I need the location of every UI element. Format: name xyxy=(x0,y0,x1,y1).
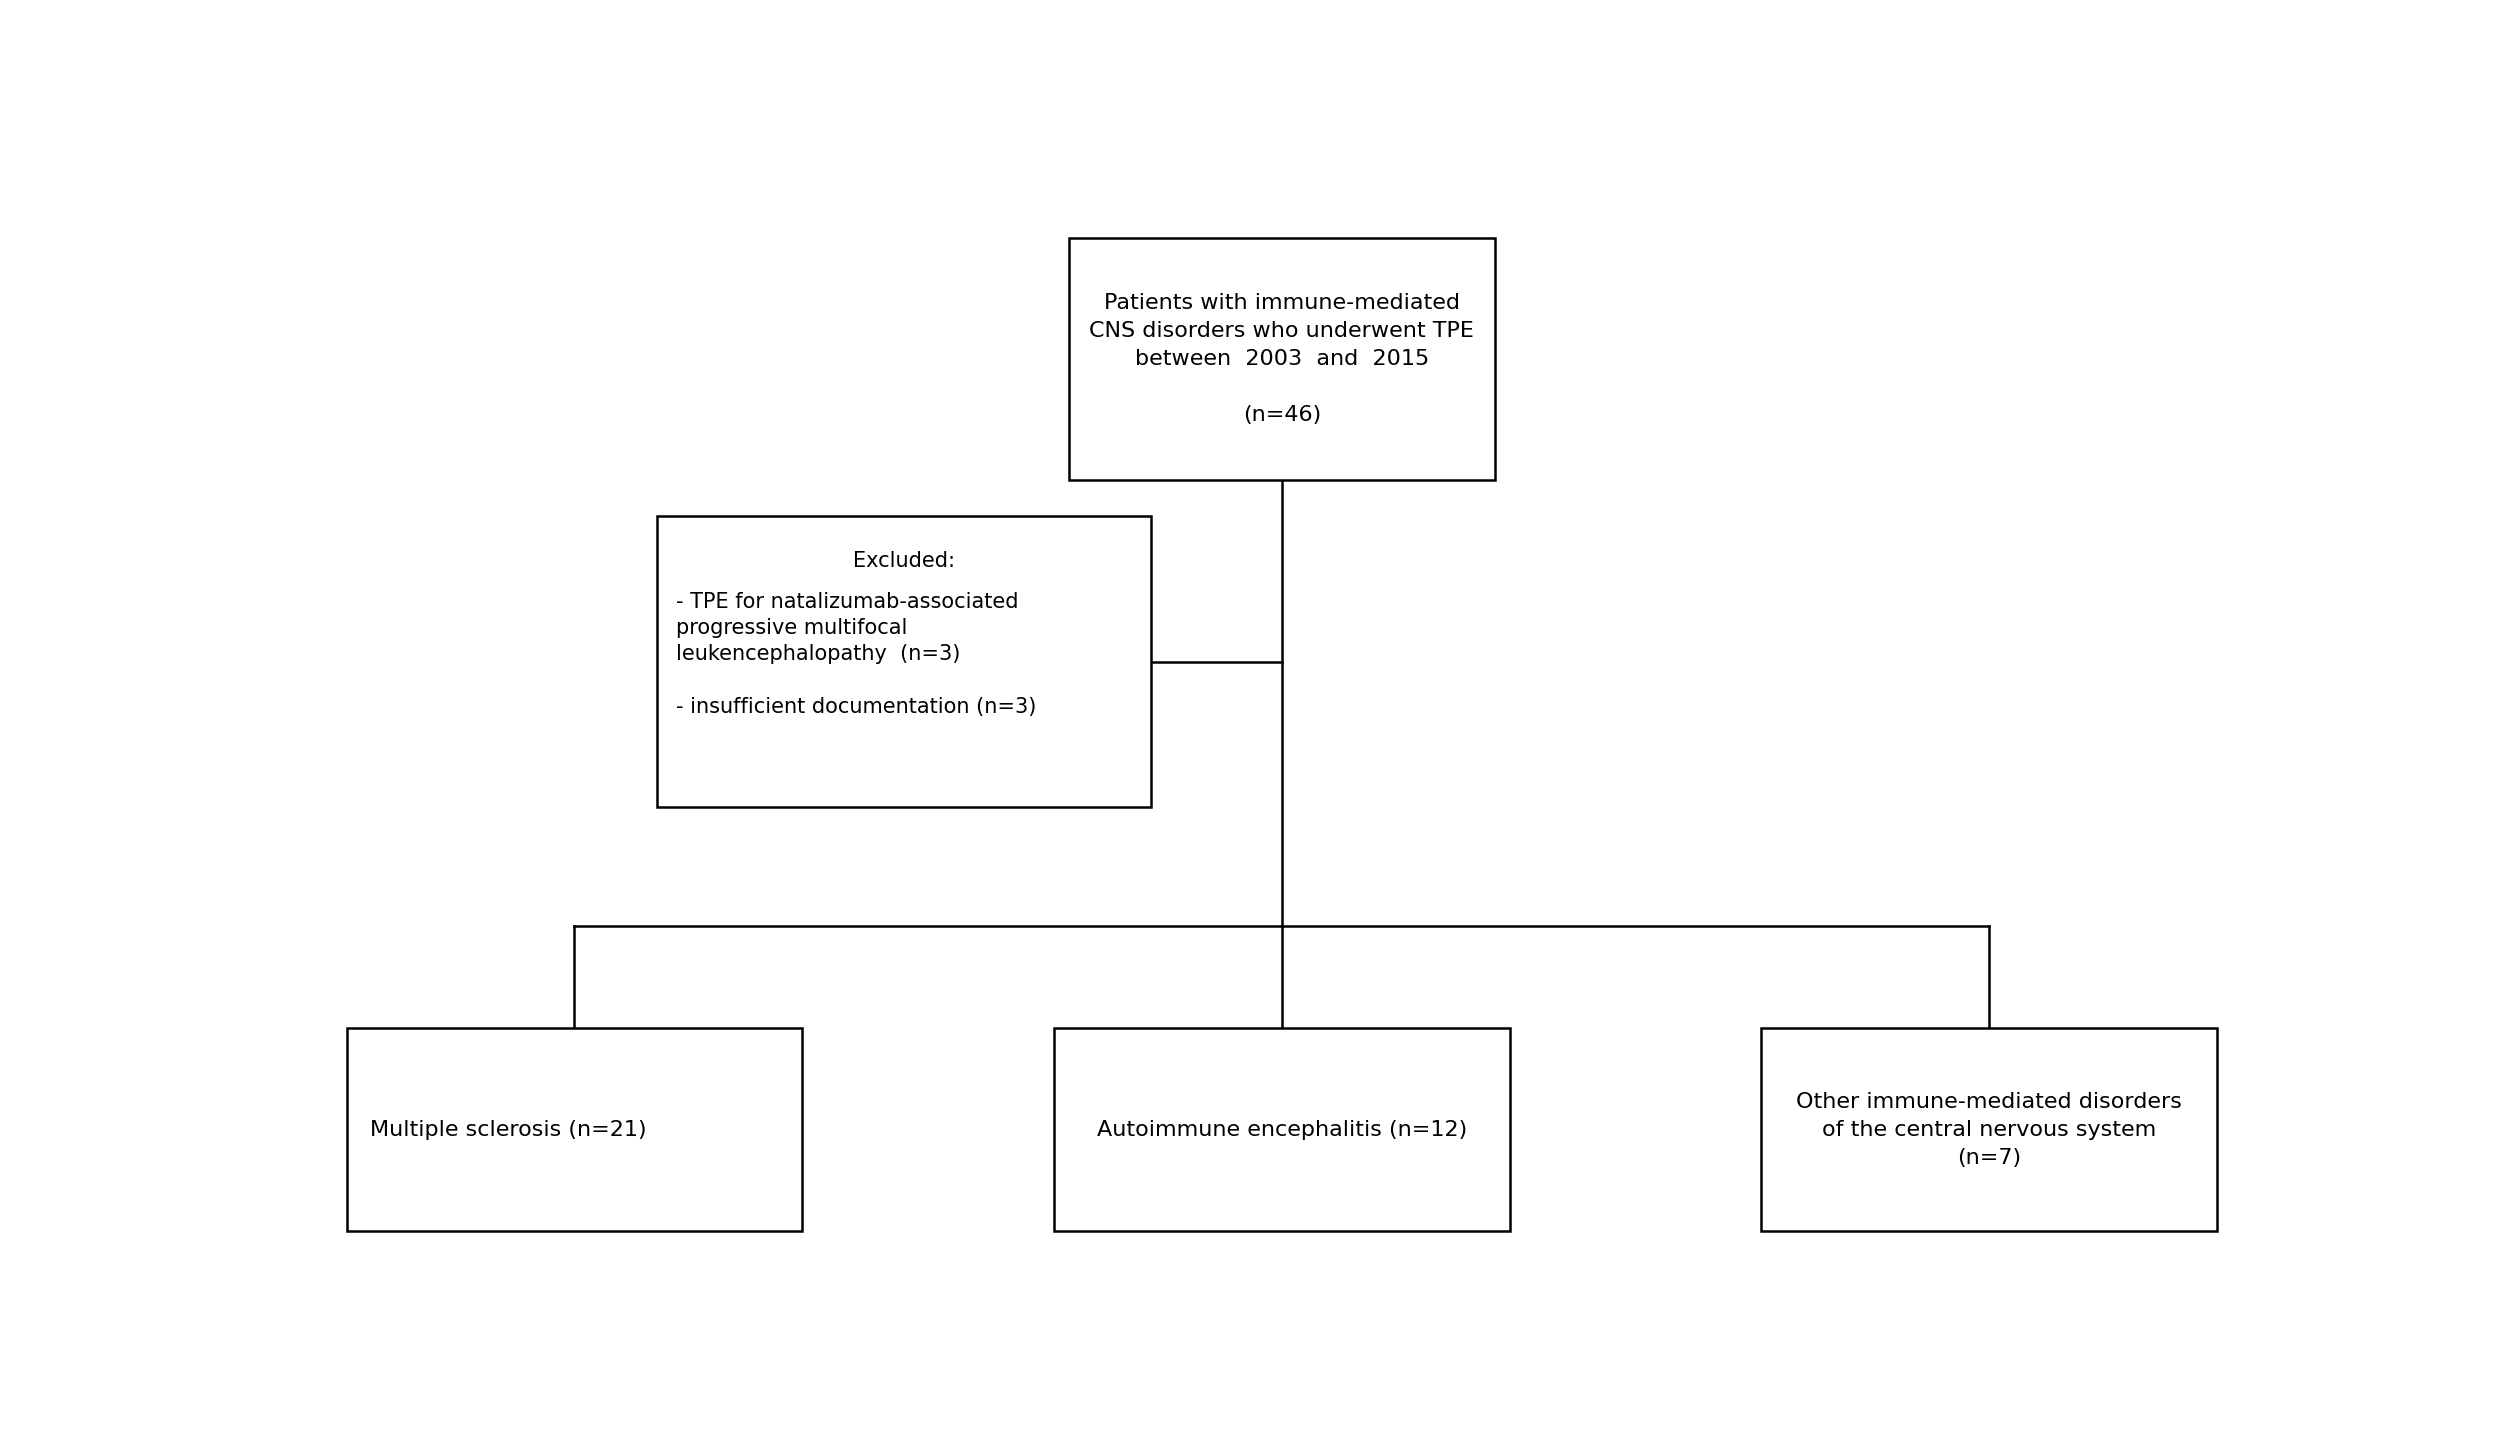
Text: Excluded:: Excluded: xyxy=(853,551,955,571)
Text: Multiple sclerosis (n=21): Multiple sclerosis (n=21) xyxy=(370,1120,645,1140)
FancyBboxPatch shape xyxy=(1068,237,1496,480)
Text: - TPE for natalizumab-associated
progressive multifocal
leukencephalopathy  (n=3: - TPE for natalizumab-associated progres… xyxy=(675,592,1035,718)
FancyBboxPatch shape xyxy=(1761,1028,2216,1231)
Text: Other immune-mediated disorders
of the central nervous system
(n=7): Other immune-mediated disorders of the c… xyxy=(1796,1091,2183,1167)
Text: Patients with immune-mediated
CNS disorders who underwent TPE
between  2003  and: Patients with immune-mediated CNS disord… xyxy=(1090,293,1473,425)
Text: Autoimmune encephalitis (n=12): Autoimmune encephalitis (n=12) xyxy=(1095,1120,1468,1140)
FancyBboxPatch shape xyxy=(348,1028,803,1231)
FancyBboxPatch shape xyxy=(1053,1028,1511,1231)
FancyBboxPatch shape xyxy=(658,516,1150,808)
